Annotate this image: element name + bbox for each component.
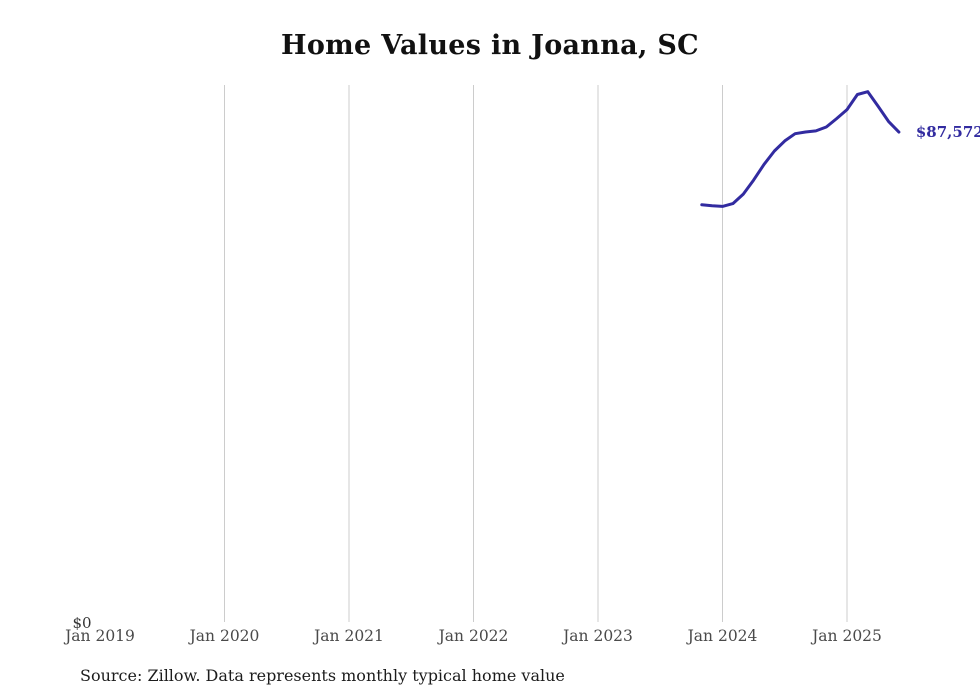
x-tick-label: Jan 2022 [437,627,509,645]
end-value-label: $87,572 [916,123,980,141]
x-tick-label: Jan 2019 [63,627,135,645]
x-tick-label: Jan 2021 [312,627,384,645]
chart-title: Home Values in Joanna, SC [281,30,699,61]
x-tick-label: Jan 2024 [686,627,758,645]
x-tick-label: Jan 2023 [561,627,633,645]
source-note: Source: Zillow. Data represents monthly … [80,666,565,685]
x-tick-label: Jan 2025 [810,627,882,645]
x-tick-label: Jan 2020 [188,627,260,645]
y-zero-label: $0 [72,614,91,632]
value-line [700,90,901,208]
